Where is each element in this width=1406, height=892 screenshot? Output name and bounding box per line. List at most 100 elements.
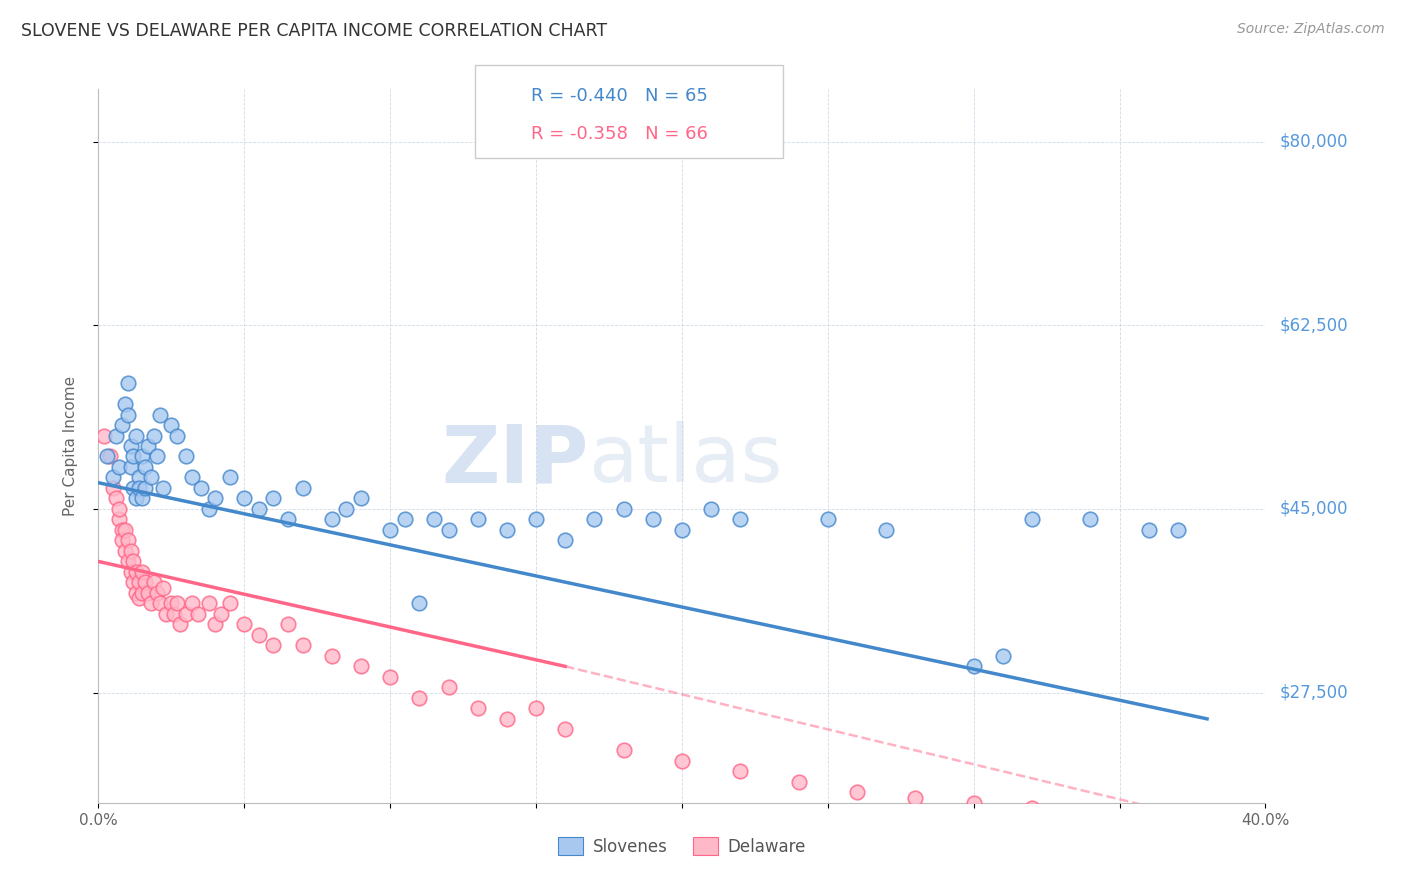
Point — [120, 460, 142, 475]
Legend: Slovenes, Delaware: Slovenes, Delaware — [551, 830, 813, 863]
Text: $45,000: $45,000 — [1279, 500, 1348, 518]
Point — [350, 491, 373, 506]
Point — [321, 512, 343, 526]
Point — [128, 481, 150, 495]
Point — [671, 523, 693, 537]
Point — [114, 544, 136, 558]
Point — [496, 712, 519, 726]
Point — [166, 596, 188, 610]
Point — [134, 460, 156, 475]
Point — [149, 596, 172, 610]
Point — [291, 639, 314, 653]
Point — [125, 428, 148, 442]
Point — [277, 512, 299, 526]
Point — [380, 523, 402, 537]
Point — [408, 690, 430, 705]
Point — [787, 774, 810, 789]
Text: R = -0.440   N = 65: R = -0.440 N = 65 — [531, 87, 709, 105]
Point — [1167, 523, 1189, 537]
Point — [233, 491, 256, 506]
Point — [160, 417, 183, 432]
Point — [524, 701, 547, 715]
Point — [350, 659, 373, 673]
Point — [233, 617, 256, 632]
Point — [111, 533, 134, 548]
Point — [394, 512, 416, 526]
Point — [875, 523, 897, 537]
Point — [174, 450, 197, 464]
Point — [104, 428, 127, 442]
Point — [190, 481, 212, 495]
Point — [467, 512, 489, 526]
Point — [142, 428, 165, 442]
Point — [730, 512, 752, 526]
Text: $80,000: $80,000 — [1279, 133, 1348, 151]
Point — [1137, 812, 1160, 826]
Point — [612, 743, 634, 757]
Point — [262, 491, 284, 506]
Point — [554, 533, 576, 548]
Text: $27,500: $27,500 — [1279, 683, 1348, 702]
Text: atlas: atlas — [589, 421, 783, 500]
Point — [134, 481, 156, 495]
Point — [180, 596, 202, 610]
Point — [114, 523, 136, 537]
Point — [139, 596, 162, 610]
Point — [117, 554, 139, 568]
Point — [114, 397, 136, 411]
Point — [291, 481, 314, 495]
Point — [146, 450, 169, 464]
Point — [111, 417, 134, 432]
Point — [160, 596, 183, 610]
Point — [104, 491, 127, 506]
Point — [204, 491, 226, 506]
Point — [125, 565, 148, 579]
Point — [641, 512, 664, 526]
Point — [139, 470, 162, 484]
Point — [262, 639, 284, 653]
Point — [423, 512, 446, 526]
Point — [169, 617, 191, 632]
Point — [98, 450, 121, 464]
Point — [335, 502, 357, 516]
Point — [962, 796, 984, 810]
Point — [131, 565, 153, 579]
Text: ZIP: ZIP — [441, 421, 589, 500]
Point — [1021, 512, 1043, 526]
Point — [204, 617, 226, 632]
Point — [198, 502, 221, 516]
Point — [122, 481, 145, 495]
Point — [247, 502, 270, 516]
Point — [101, 470, 124, 484]
Point — [437, 681, 460, 695]
Point — [122, 575, 145, 590]
Point — [136, 586, 159, 600]
Point — [1137, 523, 1160, 537]
Point — [1195, 817, 1218, 831]
Point — [166, 428, 188, 442]
Point — [991, 648, 1014, 663]
Point — [117, 376, 139, 390]
Point — [700, 502, 723, 516]
Point — [131, 491, 153, 506]
Point — [671, 754, 693, 768]
Point — [1080, 806, 1102, 821]
Point — [247, 628, 270, 642]
Point — [174, 607, 197, 621]
Point — [524, 512, 547, 526]
Point — [136, 439, 159, 453]
Point — [131, 586, 153, 600]
Point — [131, 450, 153, 464]
Point — [128, 470, 150, 484]
Point — [120, 565, 142, 579]
Point — [612, 502, 634, 516]
Y-axis label: Per Capita Income: Per Capita Income — [63, 376, 77, 516]
Point — [128, 591, 150, 606]
Point — [962, 659, 984, 673]
Point — [380, 670, 402, 684]
Text: Source: ZipAtlas.com: Source: ZipAtlas.com — [1237, 22, 1385, 37]
Point — [108, 460, 131, 475]
Point — [209, 607, 232, 621]
Text: R = -0.358   N = 66: R = -0.358 N = 66 — [531, 125, 709, 143]
Point — [122, 554, 145, 568]
